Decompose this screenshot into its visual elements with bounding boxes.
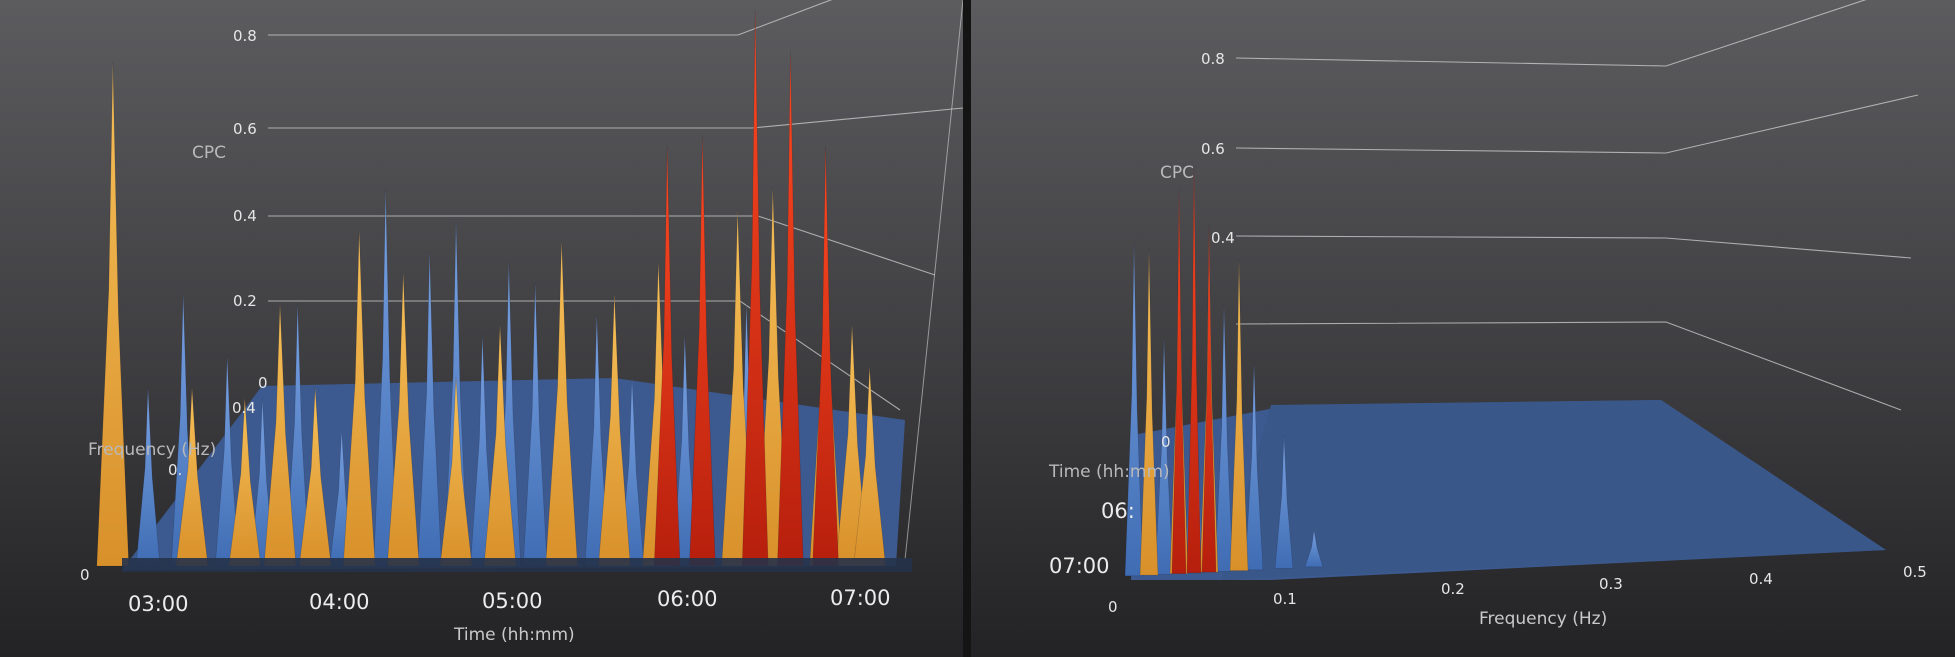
right-surface-peaks xyxy=(1124,165,1324,577)
left-gridline-0.8 xyxy=(268,0,833,36)
right-y-tick-07-00: 07:00 xyxy=(1049,554,1110,578)
right-corner-tick-0: 0 xyxy=(1108,598,1118,616)
right-red-peak-0 xyxy=(1171,188,1187,574)
right-blue-peak-4 xyxy=(1244,362,1264,571)
right-orange-peak-3 xyxy=(1229,259,1249,571)
left-floor-edge xyxy=(122,558,912,572)
left-z-tick-0.8: 0.8 xyxy=(233,27,257,45)
right-z-tick-0.4: 0.4 xyxy=(1211,229,1235,247)
right-3d-surface-chart: 0.8 0.6 0.4 CPC Time (hh:mm) 0 06: 07:00… xyxy=(971,0,1955,657)
right-gridline-0.6 xyxy=(1235,94,1919,154)
right-x-tick-0.2: 0.2 xyxy=(1441,580,1465,598)
right-red-peak-2 xyxy=(1201,224,1217,573)
right-gridline-0.4 xyxy=(1235,235,1912,259)
right-gridline-0.2 xyxy=(1235,321,1902,411)
left-y-tick-0.4: 0.4 xyxy=(232,399,256,417)
left-3d-surface-chart: 0.8 0.6 0.4 0.2 0 CPC Frequency (Hz) 0.4… xyxy=(0,0,963,657)
right-blue-peak-0 xyxy=(1124,242,1144,577)
left-z-tick-0: 0 xyxy=(258,374,268,392)
left-gridline-0.6 xyxy=(268,107,963,129)
right-x-tick-0.5: 0.5 xyxy=(1903,563,1927,581)
left-y-axis-title: Frequency (Hz) xyxy=(88,440,216,460)
right-x-tick-0.1: 0.1 xyxy=(1273,590,1297,608)
right-red-peak-1 xyxy=(1186,165,1202,574)
right-z-tick-0.6: 0.6 xyxy=(1201,140,1225,158)
right-blue-peak-5 xyxy=(1274,435,1294,569)
right-gridline-0.8 xyxy=(1235,0,1867,67)
right-x-tick-0.4: 0.4 xyxy=(1749,570,1773,588)
right-x-tick-0.3: 0.3 xyxy=(1599,575,1623,593)
left-z-tick-0.4: 0.4 xyxy=(233,207,257,225)
left-x-ticks: 03:00 04:00 05:00 06:00 07:00 xyxy=(128,586,891,616)
right-orange-peak-0 xyxy=(1139,249,1159,576)
right-surface-floor-shade xyxy=(1221,400,1886,580)
panel-divider xyxy=(963,0,971,657)
left-y-tick-partial: 0. xyxy=(168,461,182,479)
left-z-ticks: 0.8 0.6 0.4 0.2 0 xyxy=(233,27,268,392)
right-gridlines xyxy=(1235,0,1919,411)
left-back-edge xyxy=(904,0,963,561)
right-blue-peak-3 xyxy=(1214,304,1234,572)
left-x-tick-07-00: 07:00 xyxy=(830,586,891,610)
right-x-axis-title: Frequency (Hz) xyxy=(1479,609,1607,629)
right-z-tick-0.8: 0.8 xyxy=(1201,50,1225,68)
right-y-tick-06: 06: xyxy=(1101,499,1135,523)
left-surface-peaks xyxy=(96,9,886,567)
left-x-tick-04-00: 04:00 xyxy=(309,590,370,614)
right-z-axis-title: CPC xyxy=(1160,163,1194,183)
right-x-ticks: 0.1 0.2 0.3 0.4 0.5 xyxy=(1273,563,1927,608)
left-x-tick-03-00: 03:00 xyxy=(128,592,189,616)
left-x-tick-05-00: 05:00 xyxy=(482,589,543,613)
right-blue-peak-6 xyxy=(1304,529,1324,568)
right-y-tick-partial: 0 xyxy=(1161,433,1171,451)
left-z-axis-title: CPC xyxy=(192,143,226,163)
right-chart-canvas: 0.8 0.6 0.4 CPC Time (hh:mm) 0 06: 07:00… xyxy=(971,0,1955,657)
left-z-tick-0.2: 0.2 xyxy=(233,292,257,310)
left-x-axis-title: Time (hh:mm) xyxy=(453,625,575,645)
left-corner-tick-0: 0 xyxy=(80,566,90,584)
left-z-tick-0.6: 0.6 xyxy=(233,120,257,138)
right-y-axis-title: Time (hh:mm) xyxy=(1048,462,1170,482)
left-chart-canvas: 0.8 0.6 0.4 0.2 0 CPC Frequency (Hz) 0.4… xyxy=(0,0,963,657)
right-blue-peak-1 xyxy=(1154,337,1174,575)
left-x-tick-06-00: 06:00 xyxy=(657,587,718,611)
